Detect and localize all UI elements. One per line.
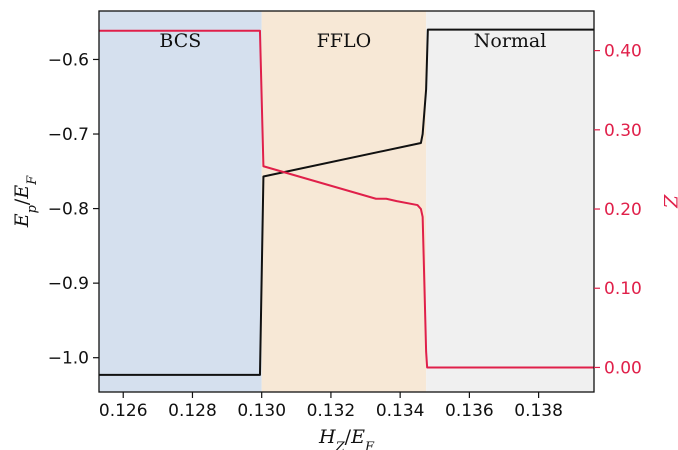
x-tick-label: 0.136 bbox=[445, 401, 494, 421]
x-tick-label: 0.138 bbox=[514, 401, 563, 421]
region-label-bcs: BCS bbox=[159, 30, 201, 52]
series-line-left bbox=[99, 28, 594, 376]
x-axis-label: HZ/EF bbox=[318, 426, 375, 450]
region-backgrounds bbox=[99, 11, 594, 392]
y-right-tick-label: 0.30 bbox=[604, 121, 642, 141]
y-right-tick-label: 0.40 bbox=[604, 42, 642, 62]
axis-labels: HZ/EF Ep/EF Z bbox=[11, 175, 678, 450]
y-left-tick-label: −0.9 bbox=[48, 274, 89, 294]
y-right-tick-label: 0.00 bbox=[604, 358, 642, 378]
y-left-tick-label: −0.6 bbox=[48, 50, 89, 70]
y-left-tick-label: −0.8 bbox=[48, 200, 89, 220]
y-right-tick-label: 0.10 bbox=[604, 279, 642, 299]
y-right-axis-ticks: 0.40 0.30 0.20 0.10 0.00 bbox=[594, 42, 642, 378]
y-left-tick-label: −1.0 bbox=[48, 349, 89, 369]
x-axis-ticks: 0.126 0.128 0.130 0.132 0.134 0.136 0.138 bbox=[99, 392, 563, 421]
x-tick-label: 0.130 bbox=[237, 401, 286, 421]
series-lines bbox=[99, 28, 594, 376]
x-tick-label: 0.132 bbox=[307, 401, 356, 421]
x-tick-label: 0.134 bbox=[376, 401, 425, 421]
plot-frame bbox=[98, 10, 595, 393]
region-labels: BCS FFLO Normal bbox=[159, 30, 546, 52]
y-right-axis-label: Z bbox=[659, 194, 678, 209]
y-left-axis-ticks: −0.6 −0.7 −0.8 −0.9 −1.0 bbox=[48, 50, 99, 369]
y-left-tick-label: −0.7 bbox=[48, 125, 89, 145]
region-label-normal: Normal bbox=[474, 30, 547, 52]
x-tick-label: 0.126 bbox=[99, 401, 148, 421]
x-tick-label: 0.128 bbox=[168, 401, 217, 421]
y-right-tick-label: 0.20 bbox=[604, 200, 642, 220]
region-bcs bbox=[99, 11, 262, 392]
y-left-axis-label: Ep/EF bbox=[11, 175, 40, 228]
series-line-right bbox=[99, 29, 594, 369]
region-label-fflo: FFLO bbox=[317, 30, 372, 52]
region-normal bbox=[426, 11, 594, 392]
